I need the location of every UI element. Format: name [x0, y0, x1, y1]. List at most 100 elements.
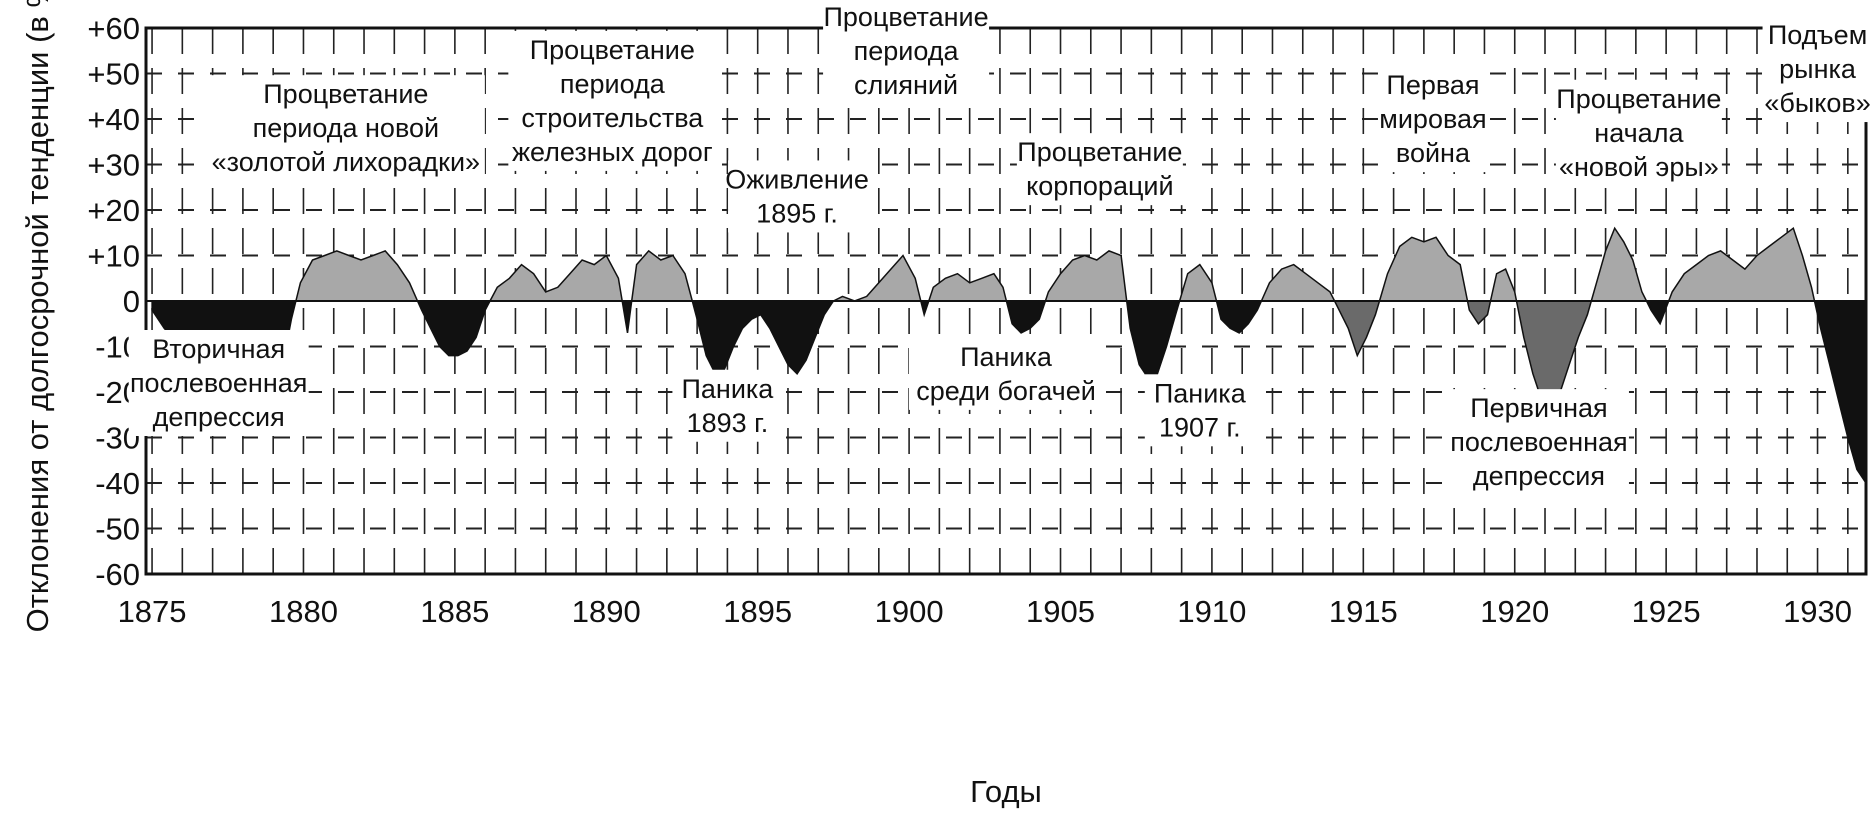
prosperity-area — [1667, 226, 1816, 302]
annotation: Паника 1893 г. — [672, 369, 783, 442]
annotation-line: война — [1396, 138, 1471, 168]
y-tick-label: +40 — [87, 102, 140, 137]
annotation: Подъем рынка «быков» — [1762, 16, 1873, 123]
grid-layer — [146, 28, 1866, 574]
prosperity-area — [630, 249, 694, 302]
prosperity-area — [1178, 263, 1218, 302]
annotation-line: Паника — [1154, 378, 1247, 408]
x-tick-label: 1895 — [723, 594, 792, 629]
annotation-line: рынка — [1779, 54, 1857, 84]
annotation-background — [728, 160, 867, 233]
annotation: Процветание периода строительства железных … — [508, 30, 717, 171]
prosperity-area — [488, 254, 624, 302]
annotation-background — [1016, 133, 1183, 206]
annotation-background — [128, 330, 309, 436]
annotation-background — [1144, 374, 1255, 447]
annotation-line: «новой эры» — [1559, 152, 1719, 182]
y-tick-label: 0 — [123, 284, 140, 319]
annotation-background — [823, 0, 990, 104]
annotation-background — [206, 75, 485, 182]
depression-area — [1333, 300, 1381, 358]
annotation-line: Процветание — [1017, 137, 1182, 167]
x-tick-label: 1885 — [420, 594, 489, 629]
annotation-line: 1895 г. — [756, 198, 838, 228]
x-tick-label: 1890 — [572, 594, 641, 629]
x-tick-label: 1875 — [118, 594, 187, 629]
depression-area — [919, 300, 930, 318]
annotation-line: строительства — [521, 103, 704, 133]
prosperity-area — [1260, 263, 1336, 302]
y-axis-title: Отклонения от долгосрочной тенденции (в … — [20, 0, 55, 632]
x-tick-label: 1900 — [875, 594, 944, 629]
prosperity-area — [1378, 236, 1469, 302]
annotation-line: Процветание — [823, 2, 988, 32]
depression-area — [1005, 300, 1047, 334]
annotation: Первичная послевоенная депрессия — [1448, 389, 1629, 496]
y-tick-label: -40 — [95, 466, 140, 501]
y-tick-label: +10 — [87, 239, 140, 274]
annotation-line: депрессия — [153, 402, 285, 432]
annotation-background — [1377, 66, 1488, 173]
x-tick-label: 1905 — [1026, 594, 1095, 629]
annotation-line: периода — [560, 69, 666, 99]
x-tick-label: 1915 — [1329, 594, 1398, 629]
prosperity-area — [1489, 268, 1518, 302]
y-tick-label: -50 — [95, 512, 140, 547]
annotations: Процветание периода новой «золотой лихорад… — [128, 0, 1873, 496]
annotation: Вторичная послевоенная депрессия — [128, 330, 309, 436]
x-axis-title: Годы — [970, 774, 1042, 809]
annotation: Процветание периода слияний — [823, 0, 990, 104]
annotation-line: «золотой лихорадки» — [212, 147, 480, 177]
annotation-line: Вторичная — [152, 334, 285, 364]
annotation: Оживление 1895 г. — [725, 160, 869, 233]
annotation-background — [909, 337, 1103, 410]
annotation-line: Процветание — [1556, 84, 1721, 114]
annotation: Паника среди богачей — [909, 337, 1103, 410]
depression-area — [691, 300, 835, 375]
annotation-background — [1448, 389, 1629, 496]
annotation-line: «быков» — [1764, 88, 1870, 118]
x-tick-label: 1930 — [1783, 594, 1852, 629]
depression-area — [1215, 300, 1263, 334]
annotation: Процветание корпораций — [1016, 133, 1183, 206]
annotation-line: послевоенная — [1450, 427, 1627, 457]
y-tick-label: +20 — [87, 193, 140, 228]
annotation-background — [1555, 79, 1722, 186]
annotation-line: 1893 г. — [687, 408, 769, 438]
x-tick-label: 1880 — [269, 594, 338, 629]
annotation-line: корпораций — [1026, 171, 1173, 201]
annotation-line: Оживление — [725, 164, 869, 194]
depression-area — [416, 300, 492, 357]
area-layer — [151, 226, 1867, 486]
y-tick-labels: +60+50+40+30+20+100-10-20-30-40-50-60 — [87, 11, 140, 592]
y-tick-label: +60 — [87, 11, 140, 46]
annotation-line: периода новой — [253, 113, 440, 143]
annotation: Процветание начала «новой эры» — [1555, 79, 1722, 186]
y-tick-label: -60 — [95, 557, 140, 592]
prosperity-area — [1590, 226, 1648, 302]
annotation-line: Процветание — [263, 79, 428, 109]
annotation-background — [672, 369, 783, 442]
annotation-line: Процветание — [530, 35, 695, 65]
annotation: Первая мировая война — [1377, 66, 1488, 173]
annotation-line: слияний — [854, 70, 958, 100]
prosperity-area — [1044, 250, 1128, 302]
annotation-line: мировая — [1379, 104, 1486, 134]
annotation-line: среди богачей — [916, 376, 1096, 406]
annotation-line: Паника — [681, 374, 774, 404]
annotation-line: послевоенная — [130, 368, 307, 398]
prosperity-area — [927, 272, 1008, 302]
annotation: Процветание периода новой «золотой лихорад… — [206, 75, 485, 182]
annotation: Паника 1907 г. — [1144, 374, 1255, 447]
annotation-line: периода — [854, 36, 960, 66]
prosperity-area — [294, 250, 419, 302]
annotation-line: начала — [1594, 118, 1684, 148]
y-tick-label: +50 — [87, 57, 140, 92]
x-tick-label: 1925 — [1632, 594, 1701, 629]
y-tick-label: +30 — [87, 148, 140, 183]
depression-area — [1466, 300, 1492, 325]
annotation-line: железных дорог — [512, 137, 713, 167]
depression-area — [621, 300, 633, 334]
x-tick-label: 1920 — [1480, 594, 1549, 629]
